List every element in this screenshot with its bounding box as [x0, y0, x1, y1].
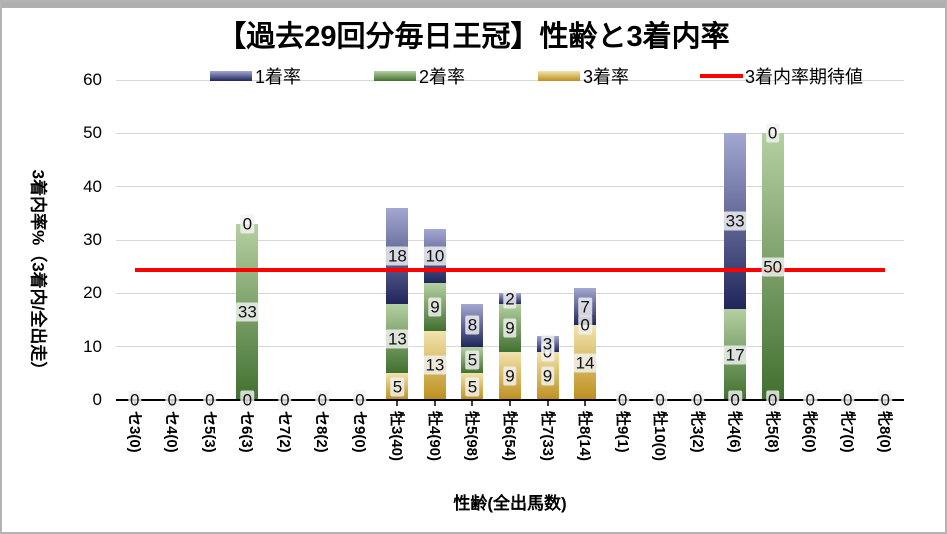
- legend-label: 3着率: [583, 67, 630, 87]
- x-tick-label: セ4(0): [163, 411, 181, 453]
- data-label: 7: [578, 297, 592, 317]
- legend-item-expected-rate: 3着内率期待値: [700, 65, 863, 87]
- data-label: 17: [723, 345, 747, 365]
- y-tick-label: 30: [83, 230, 102, 249]
- data-label: 0: [878, 390, 892, 410]
- x-tick-label: セ6(3): [238, 411, 256, 453]
- data-label: 0: [240, 390, 255, 410]
- x-axis-tick: [396, 401, 399, 406]
- legend-swatch-third-rate-icon: [538, 71, 580, 81]
- data-label: 13: [423, 355, 447, 375]
- x-tick-label: 牝3(2): [688, 411, 706, 453]
- data-label: 0: [765, 123, 780, 143]
- data-label: 9: [540, 366, 555, 386]
- data-label: 0: [353, 390, 367, 410]
- gridline: [116, 186, 904, 188]
- x-tick-label: セ5(3): [200, 411, 218, 453]
- y-tick-label: 0: [92, 390, 102, 409]
- x-axis-title: 性齢(全出馬数): [453, 494, 567, 513]
- data-label: 0: [840, 390, 855, 410]
- legend-label: 1着率: [255, 67, 302, 87]
- data-label: 10: [423, 246, 447, 266]
- x-tick-label: セ9(0): [350, 411, 368, 453]
- data-label: 0: [128, 390, 142, 410]
- data-label: 0: [240, 214, 255, 234]
- data-label: 50: [761, 257, 785, 277]
- x-tick-label: 牡5(98): [463, 411, 481, 462]
- data-label: 0: [578, 315, 592, 335]
- data-label: 9: [503, 366, 517, 386]
- data-label: 8: [465, 315, 480, 335]
- data-label: 33: [723, 211, 747, 231]
- y-tick-label: 60: [83, 70, 102, 89]
- y-tick-label: 50: [83, 123, 102, 143]
- data-label: 0: [690, 390, 705, 410]
- x-tick-label: 牝6(0): [801, 411, 819, 453]
- x-axis-tick: [471, 401, 474, 406]
- x-tick-label: 牡8(14): [576, 411, 594, 462]
- data-label: 9: [428, 297, 442, 317]
- x-tick-label: 牡9(1): [613, 411, 631, 453]
- legend-item-third-rate: 3着率: [538, 65, 629, 87]
- legend-label: 3着内率期待値: [745, 67, 864, 87]
- legend-swatch-win-rate-icon: [210, 71, 252, 81]
- legend-item-win-rate: 1着率: [210, 65, 301, 87]
- x-axis-tick: [584, 401, 587, 406]
- data-label: 0: [615, 390, 630, 410]
- data-label: 14: [573, 353, 597, 373]
- y-tick-label: 40: [83, 176, 102, 196]
- x-tick-label: 牝8(0): [876, 411, 894, 453]
- gridline: [116, 132, 904, 134]
- x-tick-label: 牡4(90): [425, 411, 443, 462]
- window-top-bar: [2, 2, 945, 8]
- legend-label: 2着率: [419, 67, 466, 87]
- data-label: 0: [278, 390, 292, 410]
- gridline: [116, 239, 904, 241]
- y-tick-label: 20: [83, 283, 102, 303]
- data-label: 2: [503, 289, 517, 309]
- x-tick-label: 牝5(8): [763, 411, 781, 453]
- legend-swatch-second-rate-icon: [374, 71, 416, 81]
- x-tick-label: 牝7(0): [838, 411, 856, 453]
- data-label: 5: [465, 350, 480, 370]
- gridline: [116, 79, 904, 81]
- x-axis-tick: [546, 401, 549, 406]
- x-tick-label: 牡10(0): [651, 411, 669, 462]
- x-axis-tick: [509, 401, 511, 406]
- data-label: 9: [503, 318, 517, 338]
- data-label: 0: [203, 390, 217, 410]
- x-tick-label: セ7(2): [275, 411, 293, 453]
- data-label: 3: [540, 334, 555, 354]
- legend-item-second-rate: 2着率: [374, 65, 465, 87]
- legend-swatch-expected-line-icon: [700, 74, 743, 78]
- data-label: 18: [385, 246, 409, 266]
- x-tick-label: 牝4(6): [726, 411, 744, 453]
- x-axis-tick: [433, 401, 436, 406]
- chart-title: 【過去29回分毎日王冠】性齢と3着内率: [217, 21, 730, 53]
- data-label: 0: [653, 390, 667, 410]
- x-tick-label: セ3(0): [125, 411, 143, 453]
- data-label: 0: [765, 390, 780, 410]
- data-label: 5: [390, 377, 405, 397]
- x-tick-label: 牡7(33): [538, 411, 556, 462]
- x-tick-label: セ8(2): [313, 411, 331, 453]
- x-tick-label: 牡3(40): [388, 411, 406, 462]
- y-tick-label: 10: [83, 336, 102, 356]
- data-label: 13: [385, 329, 409, 349]
- data-label: 0: [165, 390, 180, 410]
- expected-rate-line: [134, 268, 886, 273]
- data-label: 0: [728, 390, 742, 410]
- data-label: 5: [465, 377, 480, 397]
- data-label: 33: [235, 302, 259, 322]
- x-tick-label: 牡6(54): [501, 411, 518, 462]
- data-label: 0: [315, 390, 330, 410]
- data-label: 0: [803, 390, 817, 410]
- x-axis-line: [116, 399, 904, 401]
